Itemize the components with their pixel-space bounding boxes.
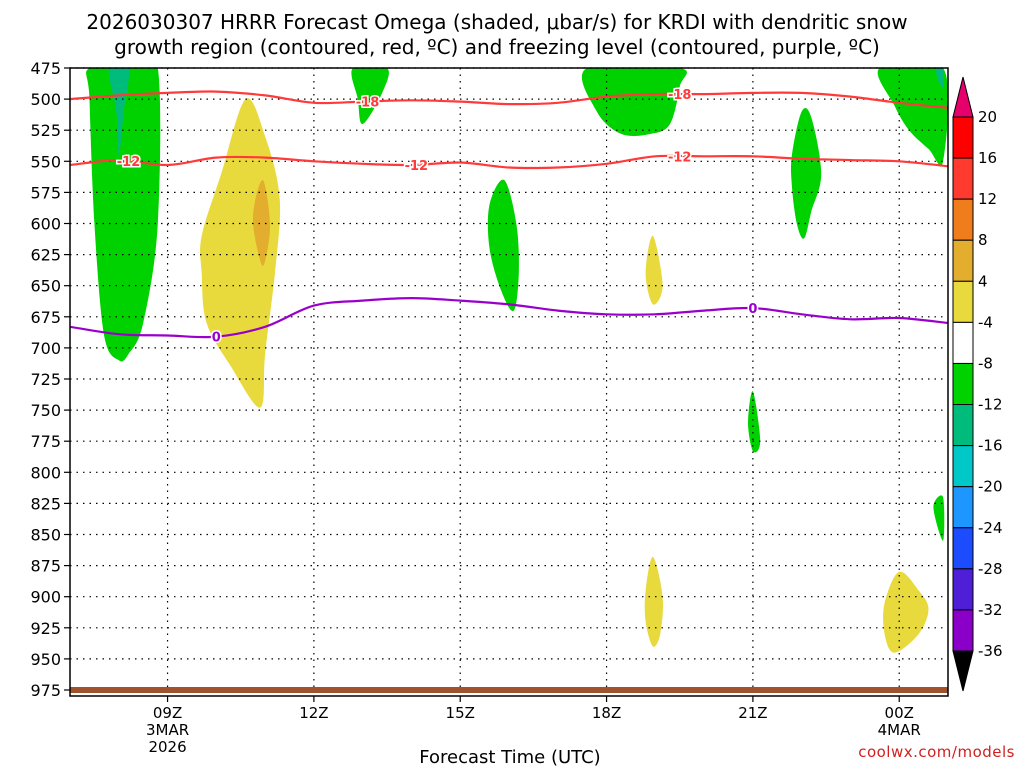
colorbar-segment-6 (952, 362, 974, 406)
dendritic-contour--18-label-1: -18 (668, 88, 692, 103)
xtick-label-9-1: 3MAR (146, 721, 189, 739)
omega-region-11 (252, 179, 271, 266)
colorbar: 20 16 12 8 4 -4 -8 -12 -16 -20 -24 -28 -32 -36 (952, 76, 1003, 692)
ytick-label-975: 975 (30, 681, 61, 700)
colorbar-label-5: -4 (978, 313, 993, 331)
ytick-label-575: 575 (30, 183, 61, 202)
colorbar-top-triangle (952, 76, 974, 118)
colorbar-label-7: -12 (978, 396, 1003, 414)
pressure-axis: 475 500 525 550 575 600 625 650 675 700 725 750 775 8… (30, 59, 70, 700)
colorbar-segment-7 (952, 404, 974, 447)
dendritic-contour--12-label-1: -12 (405, 159, 429, 174)
colorbar-label-4: 4 (978, 272, 988, 290)
colorbar-segment-5 (952, 321, 974, 364)
colorbar-segment-10 (952, 527, 974, 570)
ytick-label-800: 800 (30, 463, 61, 482)
colorbar-segment-9 (952, 486, 974, 529)
ytick-label-525: 525 (30, 121, 61, 140)
colorbar-label-13: -36 (978, 642, 1003, 660)
colorbar-label-8: -16 (978, 437, 1003, 455)
xtick-label-18-0: 18Z (592, 704, 621, 722)
freezing-level-contour-label-1: 0 (748, 302, 757, 317)
ytick-label-650: 650 (30, 277, 61, 296)
ytick-label-900: 900 (30, 588, 61, 607)
contours: -18 -18 -12 -12 -12 0 0 (70, 87, 948, 347)
omega-region-6 (877, 68, 948, 166)
surface-band (70, 687, 948, 693)
ytick-label-700: 700 (30, 339, 61, 358)
ytick-label-625: 625 (30, 246, 61, 265)
omega-region-12 (645, 235, 663, 305)
omega-region-14 (883, 571, 929, 653)
colorbar-label-10: -24 (978, 519, 1003, 537)
ytick-label-925: 925 (30, 619, 61, 638)
omega-region-0 (86, 68, 161, 362)
colorbar-label-12: -32 (978, 601, 1003, 619)
omega-region-1 (108, 68, 130, 156)
title-line-2: growth region (contoured, red, ºC) and f… (114, 35, 880, 59)
colorbar-label-11: -28 (978, 560, 1003, 578)
xtick-label-21-0: 21Z (738, 704, 767, 722)
chart-title: 2026030307 HRRR Forecast Omega (shaded, … (86, 10, 907, 59)
colorbar-label-9: -20 (978, 478, 1003, 496)
title-line-1: 2026030307 HRRR Forecast Omega (shaded, … (86, 10, 907, 34)
omega-shading (86, 68, 948, 653)
freezing-level-contour-label-0: 0 (212, 331, 221, 346)
omega-region-13 (644, 556, 664, 647)
colorbar-label-6: -8 (978, 354, 993, 372)
ytick-label-550: 550 (30, 152, 61, 171)
xtick-label-9-2: 2026 (148, 738, 186, 756)
ytick-label-875: 875 (30, 557, 61, 576)
ytick-label-675: 675 (30, 308, 61, 327)
colorbar-bottom-triangle (952, 650, 974, 692)
dendritic-contour--18-label-0: -18 (356, 95, 380, 110)
omega-region-4 (581, 68, 687, 137)
dendritic-contour--12-label-0: -12 (117, 155, 141, 170)
ytick-label-475: 475 (30, 59, 61, 78)
omega-region-9 (933, 495, 945, 541)
omega-region-8 (748, 391, 761, 453)
plot-frame (69, 67, 949, 697)
colorbar-segment-0 (952, 116, 974, 159)
ytick-label-500: 500 (30, 90, 61, 109)
colorbar-segment-12 (952, 609, 974, 652)
colorbar-label-0: 20 (978, 108, 997, 126)
colorbar-segment-3 (952, 239, 974, 282)
ytick-label-950: 950 (30, 650, 61, 669)
colorbar-segment-8 (952, 445, 974, 488)
dendritic-contour--18-line (70, 90, 948, 109)
surface-ground-band (70, 687, 948, 693)
ytick-label-750: 750 (30, 401, 61, 420)
omega-region-10 (200, 98, 281, 408)
xtick-label-9-0: 09Z (153, 704, 182, 722)
x-axis-label: Forecast Time (UTC) (419, 747, 600, 768)
xtick-label-24-1: 4MAR (878, 721, 921, 739)
ytick-label-775: 775 (30, 432, 61, 451)
omega-region-7 (935, 68, 944, 88)
ytick-label-725: 725 (30, 370, 61, 389)
omega-region-2 (351, 68, 389, 125)
colorbar-segment-11 (952, 568, 974, 611)
ytick-label-600: 600 (30, 215, 61, 234)
dendritic-contour--12-line (70, 154, 948, 170)
xtick-label-12-0: 12Z (299, 704, 328, 722)
colorbar-segment-1 (952, 157, 974, 200)
colorbar-label-1: 16 (978, 149, 997, 167)
colorbar-segment-2 (952, 198, 974, 241)
freezing-level-contour-line (70, 296, 948, 339)
xtick-label-24-0: 00Z (885, 704, 914, 722)
xtick-label-15-0: 15Z (446, 704, 475, 722)
omega-region-3 (487, 179, 519, 312)
ytick-label-825: 825 (30, 494, 61, 513)
colorbar-label-3: 8 (978, 231, 988, 249)
colorbar-label-2: 12 (978, 190, 997, 208)
omega-region-5 (790, 108, 822, 239)
credit-label: coolwx.com/models (858, 743, 1015, 761)
colorbar-segment-4 (952, 280, 974, 323)
dendritic-contour--12-label-2: -12 (668, 150, 692, 165)
ytick-label-850: 850 (30, 526, 61, 545)
